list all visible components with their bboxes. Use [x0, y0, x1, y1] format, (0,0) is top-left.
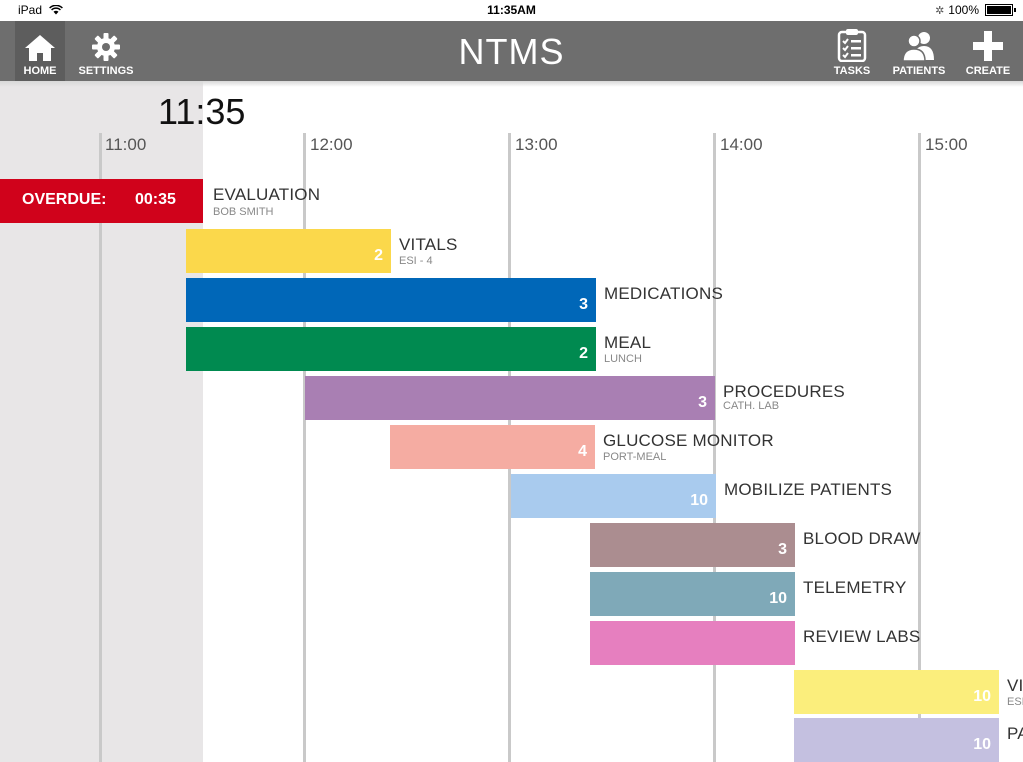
task-count: 2 — [579, 345, 588, 362]
patients-label: PATIENTS — [892, 65, 946, 77]
battery-percent: 100% — [948, 3, 979, 17]
create-label: CREATE — [965, 65, 1011, 77]
task-count: 10 — [973, 736, 991, 753]
nav-bar: NTMS HOME SETTINGS — [0, 21, 1023, 81]
task-bar-blood-draw[interactable]: 3 — [590, 523, 795, 567]
overdue-time: 00:35 — [135, 191, 176, 208]
settings-label: SETTINGS — [78, 65, 134, 77]
current-time: 11:35 — [158, 91, 246, 132]
task-bar-medications[interactable]: 3 — [186, 278, 596, 322]
clipboard-icon — [837, 29, 867, 62]
task-subtitle: ESI - 4 — [399, 255, 433, 267]
wifi-icon — [49, 5, 64, 15]
create-button[interactable]: CREATE — [963, 21, 1013, 81]
task-count: 10 — [973, 688, 991, 705]
task-name[interactable]: VITALS — [399, 235, 458, 254]
home-icon — [25, 35, 55, 61]
hour-gridline — [713, 133, 716, 762]
tasks-label: TASKS — [833, 65, 871, 77]
task-subtitle: LUNCH — [604, 353, 642, 365]
hour-label: 13:00 — [515, 135, 558, 154]
task-subtitle: ESI — [1007, 696, 1023, 708]
home-label: HOME — [23, 65, 57, 77]
task-name[interactable]: VI — [1007, 676, 1023, 695]
task-bar-telemetry[interactable]: 10 — [590, 572, 795, 616]
home-button[interactable]: HOME — [15, 21, 65, 81]
task-bar-procedures[interactable]: 3 — [305, 376, 715, 420]
task-bar-review-labs[interactable] — [590, 621, 795, 665]
task-name[interactable]: BLOOD DRAW — [803, 529, 921, 548]
task-subtitle: CATH. LAB — [723, 400, 780, 412]
patients-icon — [902, 32, 934, 62]
task-bar-vitals-2[interactable]: 10 — [794, 670, 999, 714]
task-bar-mobilize-patients[interactable]: 10 — [511, 474, 716, 518]
task-name[interactable]: EVALUATION — [213, 185, 321, 204]
gear-icon — [92, 33, 120, 61]
nav-shadow — [0, 81, 1023, 87]
task-bar-vitals[interactable]: 2 — [186, 229, 391, 273]
hour-label: 14:00 — [720, 135, 763, 154]
settings-button[interactable]: SETTINGS — [76, 21, 136, 81]
overdue-label: OVERDUE: — [22, 191, 107, 208]
device-name: iPad — [18, 3, 64, 17]
task-subtitle: BOB SMITH — [213, 206, 274, 218]
task-count: 3 — [778, 541, 787, 558]
task-name[interactable]: REVIEW LABS — [803, 627, 921, 646]
hour-label: 11:00 — [105, 135, 147, 154]
task-name[interactable]: PROCEDURES — [723, 382, 845, 401]
status-bar: iPad 11:35AM ✲ 100% — [0, 0, 1023, 21]
task-name[interactable]: GLUCOSE MONITOR — [603, 431, 774, 450]
hour-gridline — [99, 133, 102, 762]
overdue-banner[interactable]: OVERDUE: 00:35 — [0, 179, 203, 223]
task-name[interactable]: PA — [1007, 724, 1023, 743]
status-right: ✲ 100% — [935, 3, 1016, 17]
task-name[interactable]: MEAL — [604, 333, 652, 352]
battery-icon — [985, 4, 1016, 16]
task-name[interactable]: MOBILIZE PATIENTS — [724, 480, 893, 499]
task-name[interactable]: MEDICATIONS — [604, 284, 724, 303]
task-count: 4 — [578, 443, 587, 460]
task-count: 10 — [769, 590, 787, 607]
plus-icon — [973, 31, 1003, 61]
clock: 11:35AM — [487, 3, 536, 17]
task-count: 3 — [698, 394, 707, 411]
task-count: 2 — [374, 247, 383, 264]
hour-label: 12:00 — [310, 135, 353, 154]
task-bar-meal[interactable]: 2 — [186, 327, 596, 371]
task-subtitle: PORT-MEAL — [603, 451, 667, 463]
patients-button[interactable]: PATIENTS — [889, 21, 949, 81]
task-bar-glucose-monitor[interactable]: 4 — [390, 425, 595, 469]
device-label: iPad — [18, 3, 43, 17]
task-count: 10 — [690, 492, 708, 509]
task-bar-pa[interactable]: 10 — [794, 718, 999, 762]
hour-label: 15:00 — [925, 135, 968, 154]
bluetooth-icon: ✲ — [935, 4, 945, 17]
task-count: 3 — [579, 296, 588, 313]
task-name[interactable]: TELEMETRY — [803, 578, 907, 597]
hour-gridline — [918, 133, 921, 762]
tasks-button[interactable]: TASKS — [828, 21, 876, 81]
timeline[interactable]: 11:35 11:00 12:00 13:00 14:00 15:00 OVER… — [0, 81, 1023, 762]
hour-gridline — [303, 133, 306, 762]
